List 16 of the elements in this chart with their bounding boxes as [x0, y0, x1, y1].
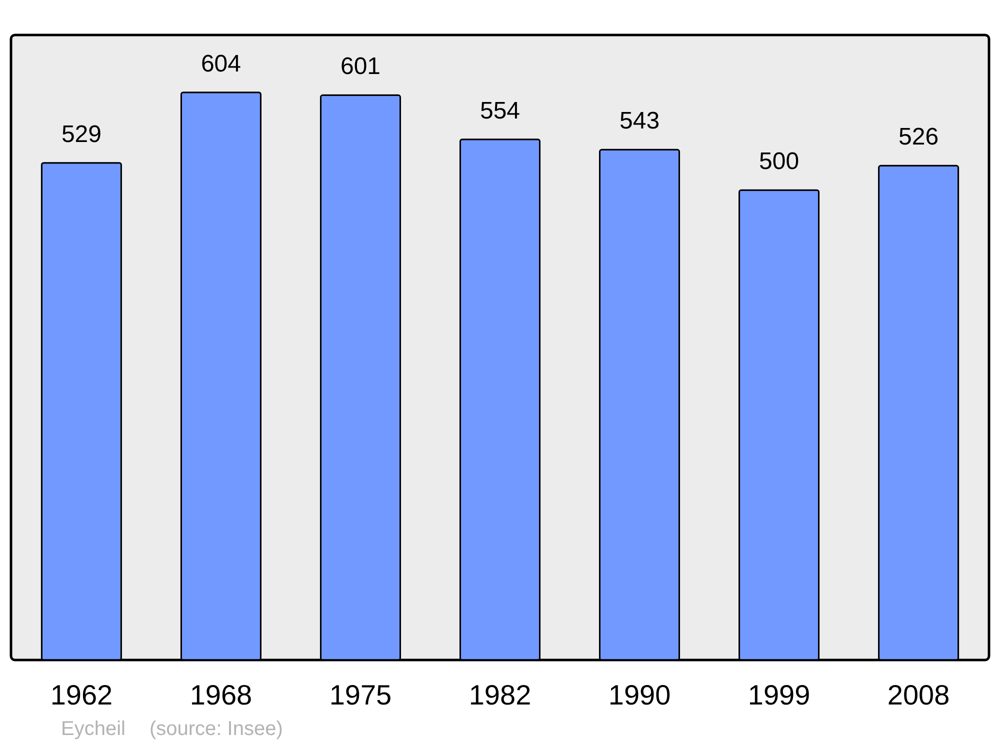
- text: Eycheil: [61, 718, 126, 740]
- text: (source: Insee): [149, 718, 283, 740]
- data-label: 526: [898, 124, 939, 151]
- data-label: 554: [480, 97, 520, 124]
- data-label: 543: [619, 108, 660, 135]
- x-tick-label: 1990: [608, 680, 671, 710]
- x-tick-label: 1968: [190, 680, 252, 710]
- x-tick-label: 2008: [887, 680, 950, 710]
- x-tick-label: 1975: [329, 680, 392, 710]
- x-tick-label: 1962: [50, 680, 113, 710]
- data-label: 604: [200, 50, 241, 78]
- x-tick-label: 1982: [468, 680, 532, 710]
- data-label: 500: [759, 148, 800, 176]
- data-label: 601: [340, 53, 381, 80]
- x-tick-label: 1999: [748, 680, 810, 710]
- data-label: 529: [61, 120, 102, 148]
